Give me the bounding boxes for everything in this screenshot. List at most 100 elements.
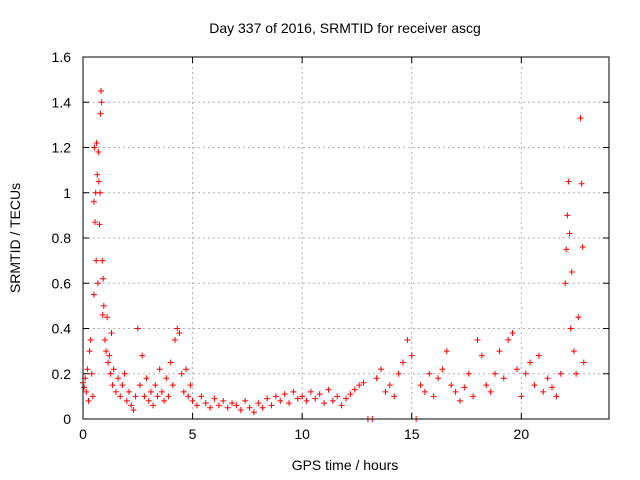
data-point [108,330,115,337]
data-point [178,370,185,377]
data-point [207,404,214,411]
data-point [391,393,398,400]
data-point [90,198,97,205]
data-point [307,388,314,395]
y-tick-label: 1.4 [52,94,72,110]
data-point [85,397,92,404]
data-point [321,400,328,407]
x-tick-label: 0 [79,426,87,442]
data-point [338,402,345,409]
data-point [456,397,463,404]
data-point [139,352,146,359]
data-point [89,393,96,400]
data-point [185,393,192,400]
data-point [264,395,271,402]
data-point [421,388,428,395]
data-point [198,393,205,400]
data-point [107,370,114,377]
data-point [544,375,551,382]
data-point [573,370,580,377]
data-point [522,370,529,377]
data-point [272,393,279,400]
data-point [115,375,122,382]
data-point [408,352,415,359]
data-point [356,382,363,389]
data-point [299,393,306,400]
data-point [527,359,534,366]
data-point [132,393,139,400]
data-point [110,366,117,373]
data-point [109,382,116,389]
x-tick-label: 15 [404,426,420,442]
data-point [174,325,181,332]
data-point [360,379,367,386]
x-tick-label: 20 [514,426,530,442]
data-point [312,395,319,402]
data-point [83,388,90,395]
data-point [578,180,585,187]
data-point [575,314,582,321]
data-point [334,393,341,400]
plot-frame [82,56,610,420]
data-point [187,382,194,389]
data-point [84,366,91,373]
data-point [242,397,249,404]
data-point [500,375,507,382]
y-tick-label: 0.8 [52,230,72,246]
data-point [557,370,564,377]
y-tick-label: 1.2 [52,140,72,156]
data-point [87,336,94,343]
data-point [163,375,170,382]
x-axis-label: GPS time / hours [292,457,399,473]
data-point [452,388,459,395]
data-point [123,397,130,404]
data-point [150,402,157,409]
data-point [152,382,159,389]
x-tick-label: 5 [189,426,197,442]
data-point [580,359,587,366]
y-tick-label: 0 [63,411,71,427]
data-point [255,400,262,407]
data-point [202,400,209,407]
data-point [165,393,172,400]
data-point [553,393,560,400]
y-axis-label: SRMTID / TECUs [7,183,23,293]
data-point [220,397,227,404]
data-point [417,382,424,389]
data-point [277,397,284,404]
data-point [382,388,389,395]
data-point [95,149,102,156]
data-point [233,402,240,409]
data-point [147,388,154,395]
data-point [518,393,525,400]
data-point [88,370,95,377]
data-point [167,359,174,366]
data-point [325,386,332,393]
data-point [128,402,135,409]
data-point [443,348,450,355]
data-point [229,400,236,407]
data-point [93,139,100,146]
data-point [478,352,485,359]
data-point [435,375,442,382]
y-tick-label: 0.6 [52,275,72,291]
data-point [294,395,301,402]
data-point [568,268,575,275]
data-point [395,370,402,377]
data-point [430,393,437,400]
data-point [100,275,107,282]
data-point [98,99,105,106]
data-point [531,382,538,389]
data-point [281,391,288,398]
y-tick-label: 0.2 [52,366,72,382]
data-point [496,348,503,355]
data-point [399,359,406,366]
data-point [577,115,584,122]
data-point [99,257,106,264]
data-point [329,397,336,404]
data-point [193,402,200,409]
data-point [566,230,573,237]
data-point [474,336,481,343]
data-point [505,336,512,343]
data-point [509,330,516,337]
